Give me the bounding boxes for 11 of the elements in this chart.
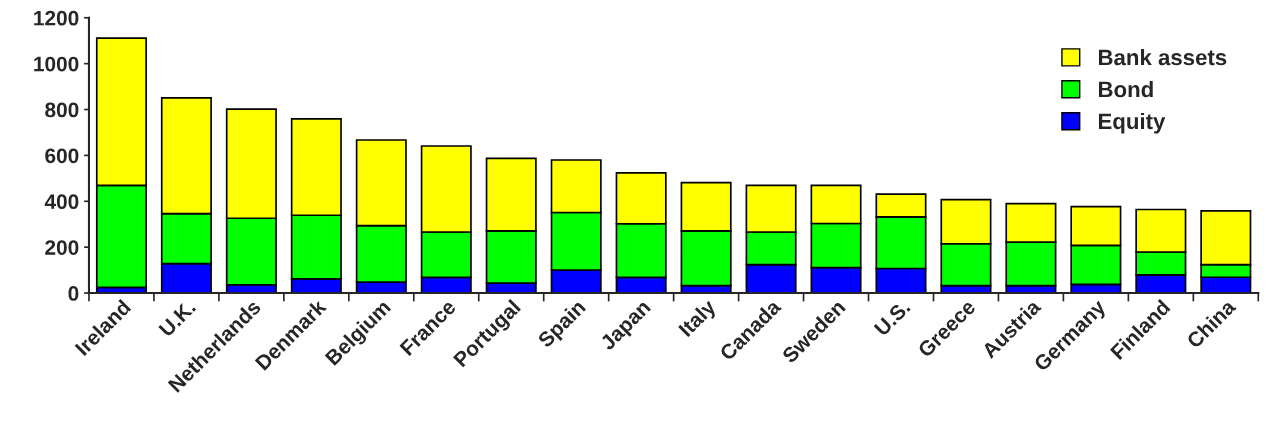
y-tick-label: 1200 — [34, 10, 79, 26]
x-tick-label: U.S. — [873, 299, 911, 337]
y-tick-label: 400 — [44, 194, 79, 210]
y-tick-label: 800 — [45, 102, 79, 118]
legend-label: Equity — [1098, 112, 1166, 134]
legend-label: Bond — [1098, 80, 1153, 98]
legend-label: Bank assets — [1098, 48, 1227, 66]
y-tick-label: 1000 — [34, 56, 79, 72]
y-tick-label: 0 — [68, 286, 79, 301]
y-tick-label: 200 — [45, 240, 79, 255]
y-tick-label: 600 — [45, 148, 79, 164]
